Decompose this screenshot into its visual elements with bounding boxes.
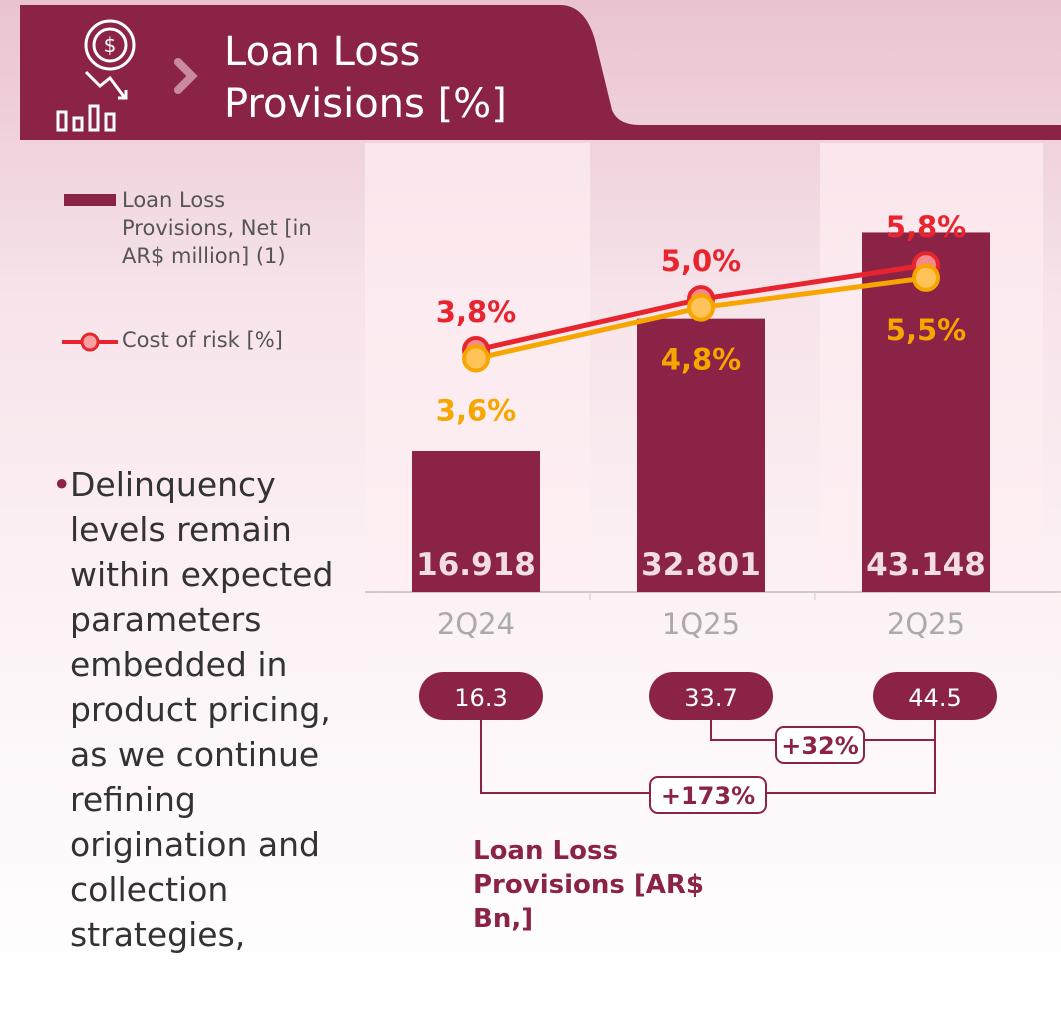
title: Loan Loss Provisions [%] — [224, 29, 507, 127]
header-band — [20, 5, 1061, 140]
bar — [862, 232, 990, 592]
line-marker — [462, 344, 490, 373]
growth-label: +173% — [661, 782, 755, 810]
chevron — [174, 58, 198, 94]
billion-value: 44.5 — [908, 684, 961, 712]
bar-value-label: 43.148 — [866, 547, 986, 583]
caption: Loan Loss Provisions [AR$ Bn,] — [473, 836, 705, 934]
line-value-label: 5,8% — [886, 210, 966, 244]
icon — [56, 19, 136, 132]
growth-bg — [775, 726, 865, 764]
billion-pill — [873, 672, 997, 720]
billion-value: 33.7 — [684, 684, 737, 712]
growth-bg — [649, 776, 767, 814]
bullet-dot: • — [52, 465, 72, 504]
line-value-label: 4,8% — [661, 343, 741, 377]
bullet-text: Delinquency levels remain within expecte… — [70, 465, 334, 954]
line-value-label: 3,6% — [436, 394, 516, 428]
billion-pill — [419, 672, 543, 720]
bar-value-label: 32.801 — [641, 547, 761, 583]
legend-entry: Cost of risk [%] — [122, 328, 283, 352]
x-tick-label: 2Q25 — [887, 607, 965, 641]
x-tick-label: 1Q25 — [662, 607, 740, 641]
line-value-label: 5,0% — [661, 244, 741, 278]
bar — [412, 451, 540, 592]
billion-pill — [649, 672, 773, 720]
line-marker — [687, 293, 715, 322]
legend-swatch-marker — [80, 332, 100, 352]
legend-entry: Loan Loss Provisions, Net [in AR$ millio… — [122, 188, 312, 268]
bar-value-label: 16.918 — [416, 547, 536, 583]
line-value-label: 5,5% — [886, 313, 966, 347]
billion-value: 16.3 — [454, 684, 507, 712]
growth-label: +32% — [781, 732, 859, 760]
icon-dollar: $ — [104, 33, 117, 57]
x-tick-label: 2Q24 — [437, 607, 515, 641]
legend-swatch-bar — [64, 194, 116, 206]
line-value-label: 3,8% — [436, 295, 516, 329]
bar — [637, 318, 765, 592]
line-marker — [912, 263, 940, 292]
